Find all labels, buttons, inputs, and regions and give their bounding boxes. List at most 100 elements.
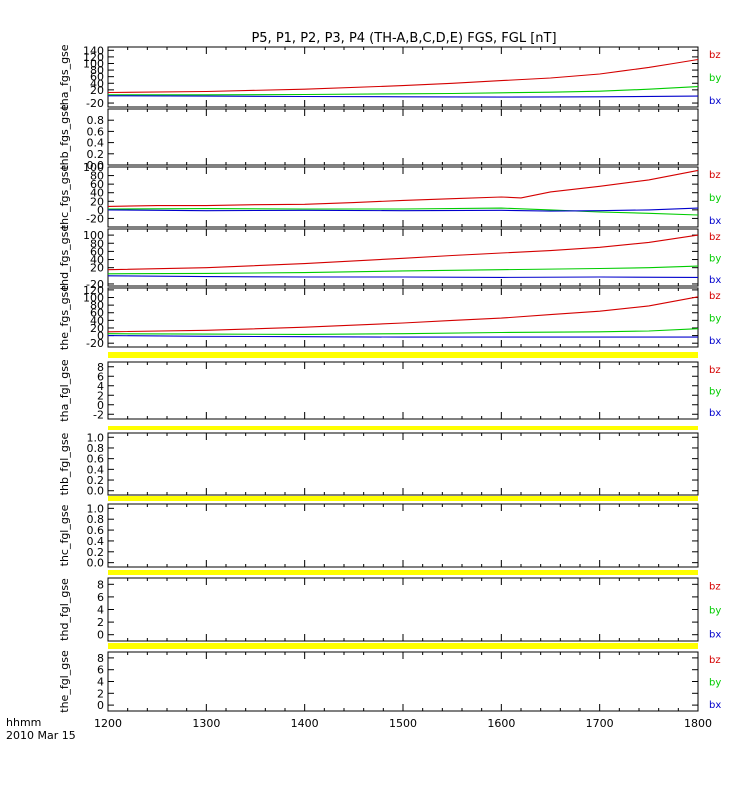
legend-bz: bz: [709, 365, 721, 376]
panel-frame: [107, 577, 699, 642]
y-tick-label: -20: [86, 97, 104, 110]
panel-frame: [107, 46, 699, 108]
date-label: 2010 Mar 15: [6, 729, 76, 742]
y-tick-label: 0: [97, 330, 104, 343]
y-tick-label: 1.0: [87, 502, 105, 515]
y-tick-label: 0: [97, 399, 104, 412]
y-tick-label: 0.4: [87, 463, 105, 476]
y-tick-label: 80: [90, 299, 104, 312]
y-tick-label: 80: [90, 237, 104, 250]
y-tick-label: 20: [90, 322, 104, 335]
y-tick-label: 4: [97, 604, 104, 617]
series-line-bx: [107, 275, 699, 278]
legend-bx: bx: [709, 629, 721, 640]
data-gap-band-1: [108, 426, 698, 430]
panel-frame: [107, 432, 699, 496]
y-axis-label: thd_fgl_gse: [58, 578, 71, 641]
legend-bz: bz: [709, 655, 721, 666]
y-tick-label: 4: [97, 676, 104, 689]
y-tick-label: -20: [86, 337, 104, 350]
legend-by: by: [709, 314, 721, 325]
legend-bx: bx: [709, 700, 721, 711]
y-axis-label: tha_fgs_gse: [58, 44, 71, 109]
legend-bx: bx: [709, 275, 721, 286]
x-tick-label: 1300: [192, 717, 220, 730]
legend-bz: bz: [709, 232, 721, 243]
panel-8: 1.00.80.60.40.20.0 thc_fgl_gse: [58, 502, 699, 570]
y-tick-label: 0.8: [87, 442, 105, 455]
y-axis-label: tha_fgl_gse: [58, 359, 71, 422]
series-line-bz: [107, 296, 699, 333]
panel-frame: [107, 108, 699, 166]
y-tick-label: 80: [90, 64, 104, 77]
series-line-bz: [107, 58, 699, 94]
y-tick-label: 0.8: [87, 114, 105, 127]
panel-7: 1.00.80.60.40.20.0 thb_fgl_gse: [58, 431, 699, 498]
y-tick-label: 20: [90, 84, 104, 97]
y-tick-label: -20: [86, 212, 104, 225]
time-format-label: hhmm: [6, 716, 42, 729]
y-tick-label: 0.2: [87, 148, 105, 161]
y-tick-label: 0.6: [87, 524, 105, 537]
legend-by: by: [709, 73, 721, 84]
y-axis-label: thb_fgl_gse: [58, 432, 71, 495]
y-tick-label: 40: [90, 314, 104, 327]
y-tick-label: 60: [90, 245, 104, 258]
y-tick-label: -20: [86, 278, 104, 291]
y-tick-label: 0.0: [87, 485, 105, 498]
y-tick-label: 40: [90, 77, 104, 90]
y-tick-label: 0.4: [87, 137, 105, 150]
series-line-by: [108, 86, 699, 96]
y-tick-label: 100: [83, 229, 104, 242]
y-tick-label: 0: [97, 629, 104, 642]
y-tick-label: 120: [83, 284, 104, 297]
y-axis-label: thb_fgs_gse: [58, 104, 71, 170]
y-tick-label: 0.6: [87, 125, 105, 138]
panel-frame: [107, 287, 699, 348]
x-tick-label: 1700: [586, 717, 614, 730]
y-tick-label: 60: [90, 178, 104, 191]
y-axis-label: thc_fgs_gse: [58, 165, 71, 230]
series-line-by: [107, 207, 699, 216]
panel-frame: [107, 651, 699, 712]
legend-by: by: [709, 193, 721, 204]
series-line-bx: [107, 335, 698, 338]
x-tick-label: 1600: [487, 717, 515, 730]
legend-bx: bx: [709, 216, 721, 227]
x-tick-label: 1400: [291, 717, 319, 730]
data-gap-band-2: [108, 496, 698, 501]
y-axis-label: the_fgs_gse: [58, 285, 71, 350]
chart-title: P5, P1, P2, P3, P4 (TH-A,B,C,D,E) FGS, F…: [251, 31, 556, 46]
x-tick-label: 1800: [684, 717, 712, 730]
y-tick-label: 120: [83, 51, 104, 64]
data-gap-band-3: [108, 570, 698, 575]
y-tick-label: 2: [97, 687, 104, 700]
panel-frame: [107, 166, 699, 228]
y-tick-label: 60: [90, 71, 104, 84]
panel-frame: [107, 503, 699, 568]
y-tick-label: 100: [83, 161, 104, 174]
y-tick-label: 40: [90, 254, 104, 267]
y-tick-label: 0: [97, 699, 104, 712]
x-tick-label: 1500: [389, 717, 417, 730]
y-tick-label: 20: [90, 195, 104, 208]
y-tick-label: -2: [93, 408, 104, 421]
legend-bx: bx: [709, 336, 721, 347]
y-tick-label: 0.2: [87, 474, 105, 487]
y-tick-label: 6: [97, 591, 104, 604]
y-tick-label: 0.6: [87, 453, 105, 466]
y-tick-label: 6: [97, 664, 104, 677]
y-tick-label: 80: [90, 170, 104, 183]
legend-bx: bx: [709, 96, 721, 107]
legend-bz: bz: [709, 170, 721, 181]
legend-bx: bx: [709, 408, 721, 419]
y-tick-label: 0.4: [87, 535, 105, 548]
y-tick-label: 8: [97, 652, 104, 665]
